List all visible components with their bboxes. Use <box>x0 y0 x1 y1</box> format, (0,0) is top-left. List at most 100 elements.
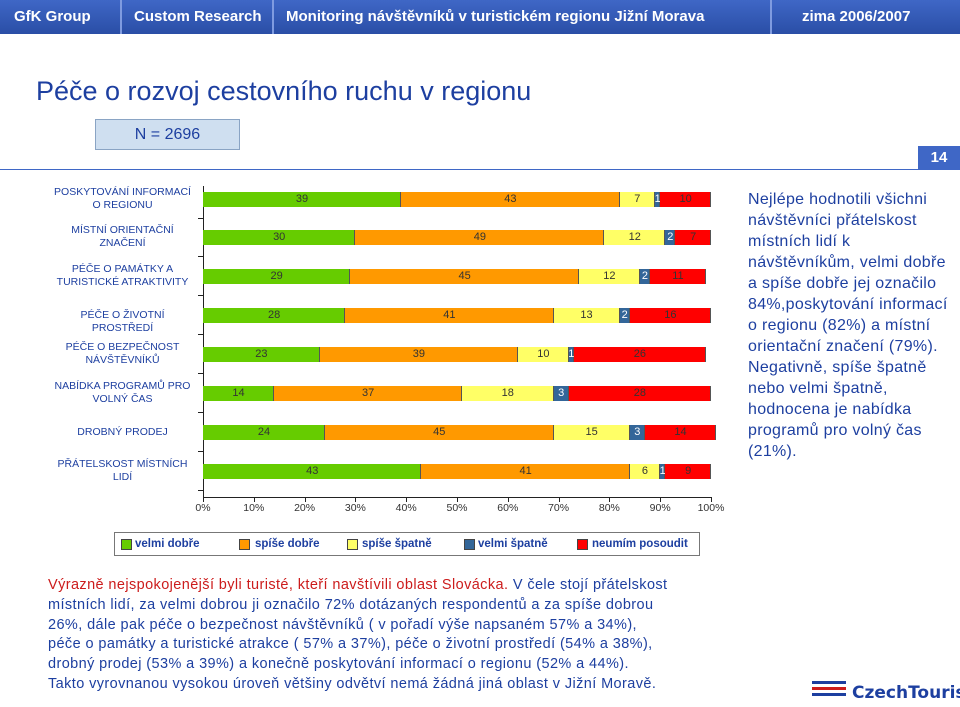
header-bar: GfK Group Custom Research Monitoring náv… <box>0 0 960 34</box>
x-tick-label: 100% <box>697 502 725 514</box>
category-label: MÍSTNÍ ORIENTAČNÍ ZNAČENÍ <box>71 224 174 249</box>
bar-segment <box>274 385 463 401</box>
data-label: 7 <box>690 231 697 243</box>
chart-legend: velmi dobře spíše dobře spíše špatně vel… <box>114 532 700 556</box>
x-tick-label: 30% <box>344 502 366 514</box>
bar-segment <box>619 307 630 323</box>
data-label: 9 <box>685 465 692 477</box>
detail-line-1-rest: V čele stojí přátelskost <box>508 577 668 593</box>
bar-segment <box>604 229 666 245</box>
legend-label: velmi dobře <box>135 538 200 550</box>
data-label: 14 <box>674 426 687 438</box>
x-tick <box>507 497 509 502</box>
header-separator <box>770 0 772 34</box>
x-tick <box>304 497 306 502</box>
data-label: 26 <box>633 348 646 360</box>
data-label: 2 <box>621 309 628 321</box>
data-label: 6 <box>641 465 649 477</box>
y-tick <box>198 412 203 413</box>
bar-segment <box>629 307 711 323</box>
bar-segment <box>675 229 711 245</box>
data-label: 3 <box>634 426 641 438</box>
bar-segment <box>578 268 640 284</box>
data-label: 43 <box>306 465 319 477</box>
x-tick-label: 0% <box>195 502 211 514</box>
legend-label: velmi špatně <box>478 538 548 550</box>
bar-segment <box>401 191 620 207</box>
detail-line-4: péče o památky a turistické atrakce ( 57… <box>48 636 653 653</box>
category-label: POSKYTOVÁNÍ INFORMACÍ O REGIONU <box>54 186 191 211</box>
bar-segment <box>203 346 320 362</box>
x-tick <box>406 497 408 502</box>
data-label: 45 <box>458 270 471 282</box>
detail-line-3: 26%, dále pak péče o bezpečnost návštěvn… <box>48 616 637 633</box>
period-label: zima 2006/2007 <box>802 8 911 25</box>
legend-swatch-velmi-dobre <box>121 539 132 550</box>
category-label: PÉČE O ŽIVOTNÍ PROSTŘEDÍ <box>80 309 165 334</box>
bar-segment <box>203 307 346 323</box>
data-label: 16 <box>664 309 677 321</box>
x-tick-label: 10% <box>243 502 265 514</box>
bar-segment <box>553 385 569 401</box>
data-label: 39 <box>295 193 309 205</box>
bar-segment <box>203 229 356 245</box>
bar-segment <box>660 191 711 207</box>
bar-segment <box>203 191 402 207</box>
x-tick-label: 90% <box>649 502 671 514</box>
detail-line-2: místních lidí, za velmi dobrou ji označi… <box>48 596 654 613</box>
bar-segment <box>324 424 554 440</box>
data-label: 3 <box>558 387 565 399</box>
x-tick-label: 20% <box>294 502 316 514</box>
legend-swatch-spise-dobre <box>239 539 250 550</box>
czechtourism-logo: CzechTourism <box>810 678 960 707</box>
bar-segment <box>517 346 569 362</box>
bar-segment <box>568 346 574 362</box>
data-label: 10 <box>679 193 692 205</box>
x-tick-label: 40% <box>395 502 417 514</box>
data-label: 12 <box>628 231 641 243</box>
data-label: 1 <box>654 193 661 205</box>
division-name: Custom Research <box>134 8 262 25</box>
bar-segment <box>629 424 645 440</box>
detail-line-6: Takto vyrovnanou vysokou úroveň většiny … <box>48 675 657 692</box>
bar-segment <box>203 424 325 440</box>
y-tick <box>198 295 203 296</box>
y-tick <box>198 256 203 257</box>
legend-swatch-velmi-spatne <box>464 539 475 550</box>
legend-label: spíše špatně <box>362 538 432 550</box>
data-label: 39 <box>412 348 426 360</box>
bar-segment <box>629 463 661 479</box>
project-name: Monitoring návštěvníků v turistickém reg… <box>286 8 705 25</box>
header-separator <box>272 0 274 34</box>
page-divider <box>0 169 960 170</box>
detail-line-1: Výrazně nejspokojenější byli turisté, kt… <box>48 576 778 596</box>
legend-label: neumím posoudit <box>592 538 688 550</box>
highlight-text: Výrazně nejspokojenější byli turisté, kt… <box>48 577 509 593</box>
y-tick <box>198 451 203 452</box>
x-tick-label: 50% <box>446 502 468 514</box>
page-title: Péče o rozvoj cestovního ruchu v regionu <box>36 76 532 106</box>
logo-icon <box>812 681 846 696</box>
data-label: 12 <box>603 270 616 282</box>
data-label: 11 <box>672 270 684 282</box>
data-label: 10 <box>537 348 550 360</box>
page-number-strip: 14 <box>0 146 960 170</box>
data-label: 37 <box>361 387 375 399</box>
page-number: 14 <box>918 146 960 170</box>
bar-segment <box>665 463 711 479</box>
y-tick <box>198 334 203 335</box>
x-tick <box>558 497 560 502</box>
data-label: 29 <box>270 270 283 282</box>
bar-segment <box>568 385 711 401</box>
data-label: 7 <box>634 193 641 205</box>
data-label: 14 <box>232 387 245 399</box>
data-label: 23 <box>255 348 268 360</box>
logo-text: CzechTourism <box>852 683 960 703</box>
bar-segment <box>655 191 661 207</box>
x-tick-label: 70% <box>548 502 570 514</box>
x-tick <box>203 497 204 502</box>
category-label: PÉČE O BEZPEČNOST NÁVŠTĚVNÍKŮ <box>65 341 180 366</box>
bar-segment <box>203 463 422 479</box>
bar-segment <box>355 229 605 245</box>
data-label: 49 <box>473 231 486 243</box>
